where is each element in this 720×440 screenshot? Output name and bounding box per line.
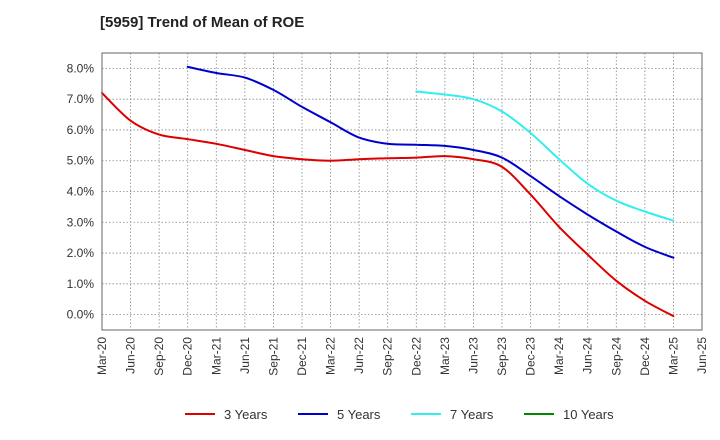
x-tick-label: Jun-25 [695,337,709,374]
legend-label-7-years: 7 Years [450,407,494,422]
y-tick-label: 7.0% [67,92,95,106]
x-tick-label: Sep-20 [152,337,166,376]
y-tick-label: 4.0% [67,185,95,199]
y-tick-label: 5.0% [67,154,95,168]
x-tick-label: Jun-21 [238,337,252,374]
y-tick-label: 3.0% [67,215,95,229]
x-axis-ticks: Mar-20 Jun-20 Sep-20 Dec-20 Mar-21 Jun-21 Sep-… [95,337,709,376]
x-tick-label: Jun-24 [581,337,595,374]
x-tick-label: Mar-23 [438,337,452,375]
legend: 3 Years 5 Years 7 Years 10 Years [185,407,614,422]
series-layer [101,65,675,318]
x-tick-label: Sep-23 [495,337,509,376]
series-line-3-years [101,92,675,318]
x-tick-label: Sep-21 [266,337,280,376]
y-tick-label: 6.0% [67,123,95,137]
x-tick-label: Sep-22 [381,337,395,376]
y-tick-label: 1.0% [67,277,95,291]
x-tick-label: Dec-24 [638,337,652,376]
x-tick-label: Mar-21 [209,337,223,375]
series-line-5-years [186,65,675,259]
legend-label-10-years: 10 Years [563,407,614,422]
x-tick-label: Mar-20 [95,337,109,375]
y-axis-ticks: 0.0% 1.0% 2.0% 3.0% 4.0% 5.0% 6.0% 7.0% 8.0% [67,61,95,321]
x-tick-label: Jun-20 [124,337,138,374]
x-tick-label: Sep-24 [609,337,623,376]
series-line-7-years [415,90,675,222]
chart-title: [5959] Trend of Mean of ROE [100,14,304,31]
x-tick-label: Mar-24 [552,337,566,375]
y-tick-label: 8.0% [67,61,95,75]
x-tick-label: Dec-21 [295,337,309,376]
x-tick-label: Dec-23 [524,337,538,376]
plot-area-frame [101,52,703,331]
y-tick-label: 2.0% [67,246,95,260]
x-tick-label: Jun-22 [352,337,366,374]
grid-layer [101,53,703,330]
y-tick-label: 0.0% [67,308,95,322]
x-tick-label: Jun-23 [466,337,480,374]
x-tick-label: Mar-22 [324,337,338,375]
legend-label-5-years: 5 Years [337,407,381,422]
x-tick-label: Mar-25 [666,337,680,375]
legend-label-3-years: 3 Years [224,407,268,422]
x-tick-label: Dec-22 [409,337,423,376]
x-tick-label: Dec-20 [181,337,195,376]
